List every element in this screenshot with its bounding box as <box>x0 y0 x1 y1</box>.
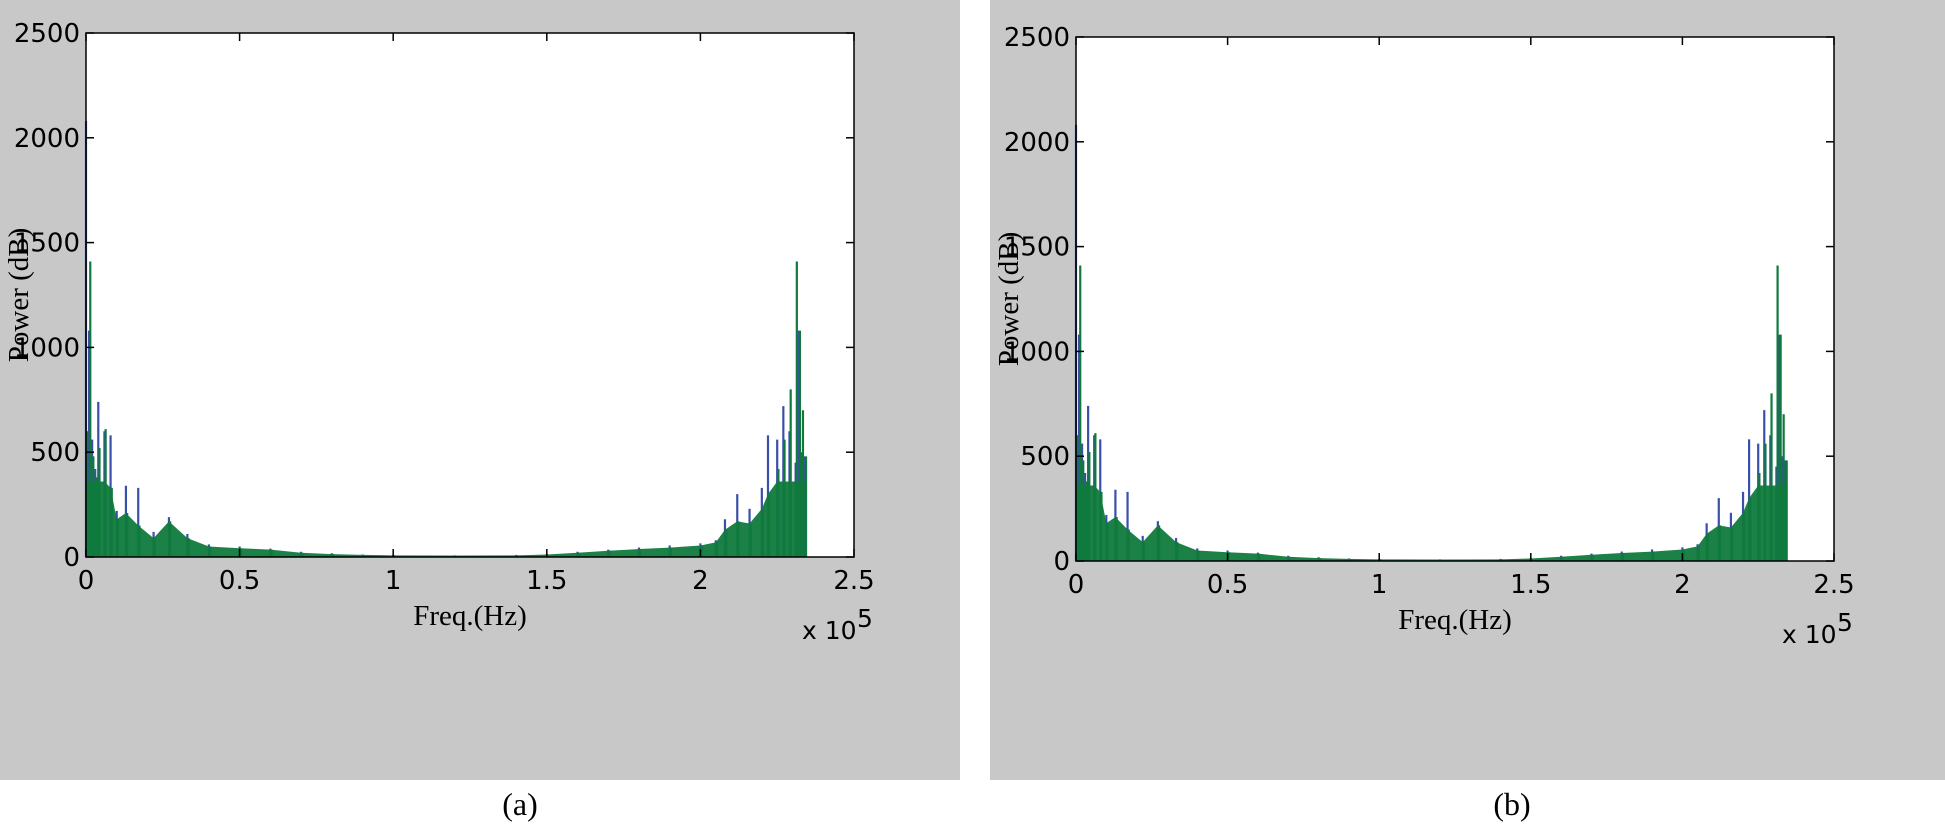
x-axis-title: Freq.(Hz) <box>413 600 527 632</box>
spectrum-chart-a: 0 500 1000 1500 2000 2500 0 0.5 1 1.5 2 2.5 Freq.(Hz… <box>3 19 875 645</box>
spectrum-envelope <box>1076 485 1786 561</box>
x-tick-label: 2.5 <box>1813 570 1854 600</box>
y-tick-label: 2000 <box>1004 128 1070 158</box>
x-axis-title: Freq.(Hz) <box>1398 604 1512 636</box>
x-tick-label: 1.5 <box>526 566 567 596</box>
plot-area <box>86 33 854 557</box>
x-tick-label: 1 <box>385 566 402 596</box>
x-tick-label: 0.5 <box>219 566 260 596</box>
panel-caption-b: (b) <box>1493 786 1531 822</box>
y-tick-label: 500 <box>1020 442 1070 472</box>
y-tick-label: 2500 <box>1004 23 1070 53</box>
x-tick-label: 2 <box>692 566 709 596</box>
x-tick-label: 0 <box>1068 570 1085 600</box>
y-axis-title: Power (dB) <box>3 228 35 363</box>
spectrum-chart-b: 0 500 1000 1500 2000 2500 0 0.5 1 1.5 2 2.5 Freq.(Hz… <box>993 23 1855 649</box>
y-tick-label: 0 <box>1053 547 1070 577</box>
x-tick-label: 1.5 <box>1510 570 1551 600</box>
plot-frame <box>1075 36 1835 562</box>
x-tick-label: 1 <box>1371 570 1388 600</box>
plot-area <box>1076 37 1834 561</box>
panel-caption-a: (a) <box>502 786 538 822</box>
x-multiplier-exponent: 5 <box>1837 608 1853 637</box>
x-tick-label: 2.5 <box>833 566 874 596</box>
x-multiplier-exponent: 5 <box>857 604 873 633</box>
y-axis-title: Power (dB) <box>993 232 1025 367</box>
chart-panel-a: 0 500 1000 1500 2000 2500 0 0.5 1 1.5 2 2.5 Freq.(Hz… <box>0 0 960 780</box>
x-multiplier-label: x 10 <box>1782 620 1837 649</box>
y-tick-label: 1000 <box>1004 337 1070 367</box>
x-multiplier-label: x 10 <box>802 616 857 645</box>
y-tick-label: 1000 <box>14 333 80 363</box>
y-tick-label: 2000 <box>14 124 80 154</box>
y-tick-label: 1500 <box>1004 233 1070 263</box>
y-tick-label: 2500 <box>14 19 80 49</box>
x-tick-label: 2 <box>1674 570 1691 600</box>
y-tick-label: 0 <box>63 543 80 573</box>
x-tick-label: 0.5 <box>1207 570 1248 600</box>
x-tick-label: 0 <box>78 566 95 596</box>
y-tick-label: 500 <box>30 438 80 468</box>
plot-frame <box>85 32 855 558</box>
spectrum-envelope <box>86 481 805 557</box>
chart-panel-b: 0 500 1000 1500 2000 2500 0 0.5 1 1.5 2 2.5 Freq.(Hz… <box>990 0 1945 780</box>
y-tick-label: 1500 <box>14 229 80 259</box>
